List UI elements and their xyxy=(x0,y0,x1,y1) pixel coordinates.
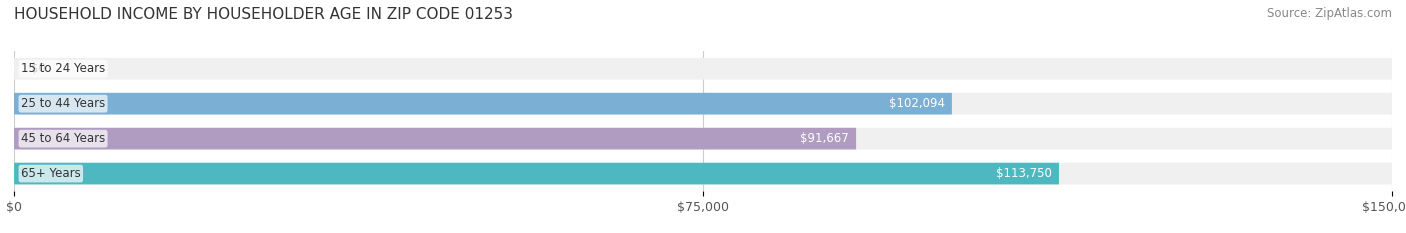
FancyBboxPatch shape xyxy=(14,93,1392,115)
FancyBboxPatch shape xyxy=(14,128,1392,150)
FancyBboxPatch shape xyxy=(14,128,856,150)
Text: 15 to 24 Years: 15 to 24 Years xyxy=(21,62,105,75)
FancyBboxPatch shape xyxy=(14,58,1392,80)
Text: $91,667: $91,667 xyxy=(800,132,849,145)
Text: $0: $0 xyxy=(31,62,45,75)
FancyBboxPatch shape xyxy=(14,93,952,115)
Text: 65+ Years: 65+ Years xyxy=(21,167,80,180)
Text: 45 to 64 Years: 45 to 64 Years xyxy=(21,132,105,145)
Text: HOUSEHOLD INCOME BY HOUSEHOLDER AGE IN ZIP CODE 01253: HOUSEHOLD INCOME BY HOUSEHOLDER AGE IN Z… xyxy=(14,7,513,22)
FancyBboxPatch shape xyxy=(14,163,1059,185)
Text: $113,750: $113,750 xyxy=(997,167,1052,180)
Text: 25 to 44 Years: 25 to 44 Years xyxy=(21,97,105,110)
Text: $102,094: $102,094 xyxy=(889,97,945,110)
FancyBboxPatch shape xyxy=(14,163,1392,185)
Text: Source: ZipAtlas.com: Source: ZipAtlas.com xyxy=(1267,7,1392,20)
